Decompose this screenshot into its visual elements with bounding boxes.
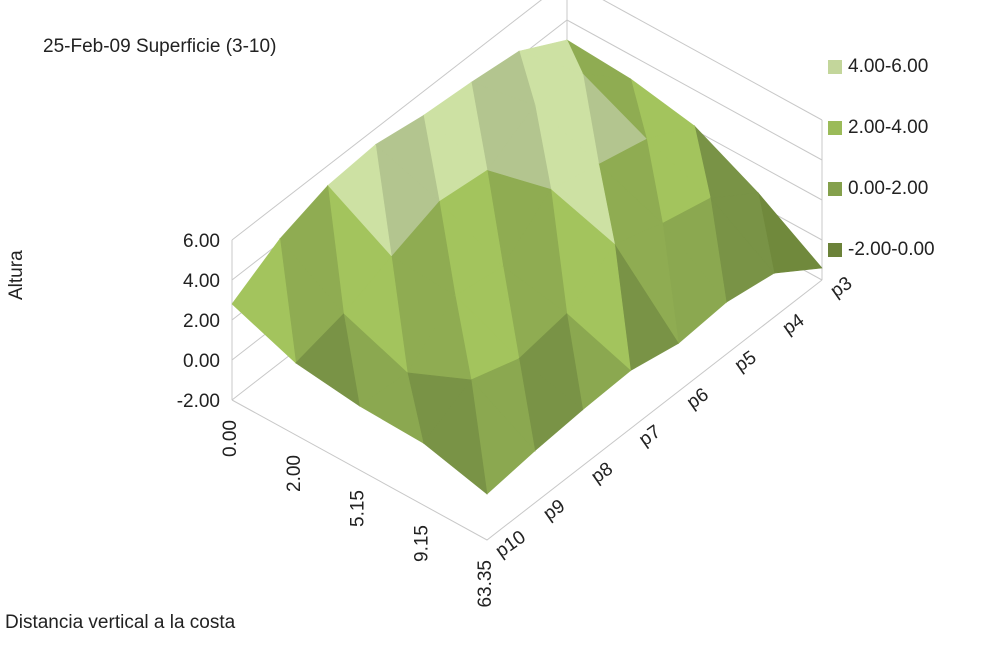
legend-swatch — [828, 182, 842, 196]
y-tick-label: p7 — [635, 421, 664, 450]
x-tick-label: 0.00 — [220, 420, 241, 457]
y-tick-label: p4 — [779, 310, 809, 340]
x-tick-label: 9.15 — [411, 525, 432, 562]
surface-facet — [295, 313, 360, 407]
z-tick-label: -2.00 — [177, 391, 220, 412]
surface-facet — [358, 372, 424, 444]
z-tick-label: 6.00 — [183, 231, 220, 252]
x-axis-label: Distancia vertical a la costa — [5, 612, 236, 633]
y-tick-label: p9 — [540, 496, 569, 525]
x-tick-label: 5.15 — [348, 490, 369, 527]
legend-entry: 2.00-4.00 — [828, 117, 935, 139]
x-tick-label: 2.00 — [284, 455, 305, 492]
z-axis-label: Altura — [6, 250, 27, 300]
legend-swatch — [828, 60, 842, 74]
gridline — [231, 0, 823, 241]
legend-swatch — [828, 243, 842, 257]
legend-entry: 0.00-2.00 — [828, 178, 935, 200]
legend-label: 2.00-4.00 — [848, 117, 929, 138]
surface — [231, 39, 823, 495]
legend-swatch — [828, 121, 842, 135]
legend-entry: 4.00-6.00 — [828, 56, 935, 78]
legend-label: 4.00-6.00 — [848, 56, 929, 77]
z-tick-label: 0.00 — [183, 351, 220, 372]
z-tick-label: 4.00 — [183, 271, 220, 292]
y-tick-label: p6 — [683, 384, 712, 413]
surface-facet — [231, 238, 297, 364]
chart-title: 25-Feb-09 Superficie (3-10) — [43, 36, 277, 57]
legend: 4.00-6.00 2.00-4.00 0.00-2.00 -2.00-0.00 — [828, 56, 935, 300]
legend-label: -2.00-0.00 — [848, 239, 935, 260]
legend-label: 0.00-2.00 — [848, 178, 929, 199]
axis-line — [231, 279, 823, 541]
surface-facet — [422, 379, 488, 495]
z-tick-label: 2.00 — [183, 311, 220, 332]
x-tick-label: 63.35 — [475, 560, 496, 608]
y-tick-label: p8 — [588, 458, 617, 487]
legend-entry: -2.00-0.00 — [828, 239, 935, 261]
y-tick-label: p5 — [731, 347, 760, 376]
